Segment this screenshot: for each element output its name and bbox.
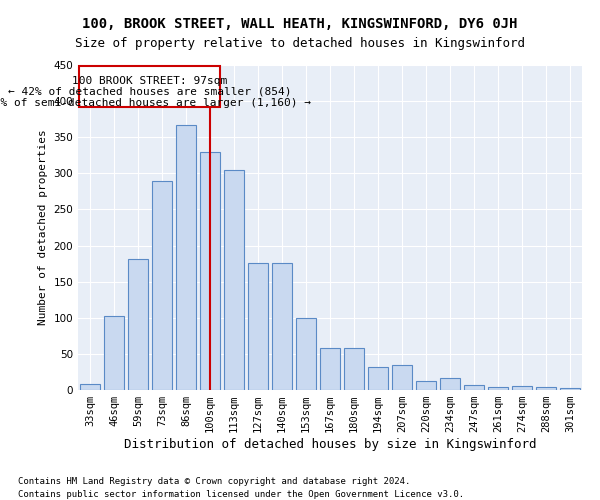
Bar [104,316,124,390]
Bar [80,384,100,390]
Bar [224,170,244,390]
Bar [248,263,268,390]
Text: 57% of semi-detached houses are larger (1,160) →: 57% of semi-detached houses are larger (… [0,98,311,108]
Bar [440,378,460,390]
Bar [512,386,532,390]
FancyBboxPatch shape [79,66,220,107]
Bar [416,380,436,390]
Bar [560,388,580,390]
Bar [392,364,412,390]
Bar [464,385,484,390]
Text: ← 42% of detached houses are smaller (854): ← 42% of detached houses are smaller (85… [8,86,291,97]
Bar [296,318,316,390]
Text: 100, BROOK STREET, WALL HEATH, KINGSWINFORD, DY6 0JH: 100, BROOK STREET, WALL HEATH, KINGSWINF… [82,18,518,32]
Text: Size of property relative to detached houses in Kingswinford: Size of property relative to detached ho… [75,38,525,51]
Text: Contains HM Land Registry data © Crown copyright and database right 2024.: Contains HM Land Registry data © Crown c… [18,478,410,486]
Bar [152,180,172,390]
Bar [368,367,388,390]
Text: Contains public sector information licensed under the Open Government Licence v3: Contains public sector information licen… [18,490,464,499]
Bar [320,348,340,390]
Bar [344,348,364,390]
X-axis label: Distribution of detached houses by size in Kingswinford: Distribution of detached houses by size … [124,438,536,451]
Bar [272,263,292,390]
Bar [128,258,148,390]
Bar [488,387,508,390]
Y-axis label: Number of detached properties: Number of detached properties [38,130,48,326]
Bar [536,387,556,390]
Text: 100 BROOK STREET: 97sqm: 100 BROOK STREET: 97sqm [72,76,227,86]
Bar [200,152,220,390]
Bar [176,125,196,390]
